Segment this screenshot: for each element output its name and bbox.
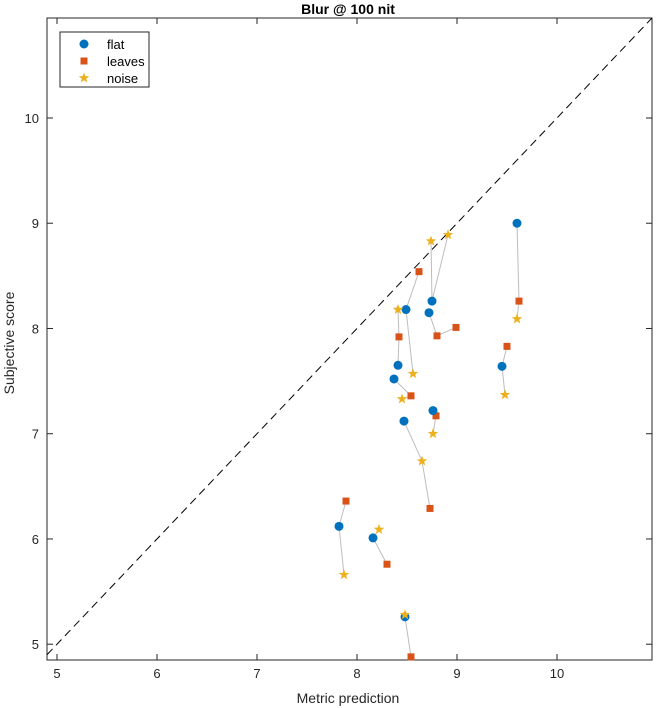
leaves-point <box>432 412 440 420</box>
identity-line <box>46 17 653 656</box>
leaves-point <box>407 392 415 400</box>
leaves-point <box>433 332 441 340</box>
legend-marker-leaves <box>80 57 88 65</box>
y-tick-label: 6 <box>32 532 39 547</box>
noise-point <box>425 235 437 246</box>
connector-line <box>403 420 423 462</box>
noise-point <box>442 229 454 240</box>
connector-line <box>405 309 414 374</box>
leaves-point <box>515 297 523 305</box>
y-tick-label: 10 <box>25 111 39 126</box>
noise-point <box>416 455 428 466</box>
flat-point <box>401 305 411 315</box>
chart-title: Blur @ 100 nit <box>301 1 395 17</box>
leaves-point <box>426 504 434 512</box>
leaves-point <box>342 497 350 505</box>
noise-point <box>396 393 408 404</box>
flat-point <box>399 416 409 426</box>
flat-point <box>512 218 522 228</box>
flat-point <box>424 308 434 318</box>
legend-marker-flat <box>79 39 89 49</box>
flat-point <box>393 360 403 370</box>
flat-point <box>334 521 344 531</box>
legend-label-noise: noise <box>107 71 138 86</box>
legend: flat leaves noise <box>59 31 150 88</box>
x-tick-label: 9 <box>453 666 460 681</box>
connector-line <box>338 526 345 575</box>
leaves-point <box>415 268 423 276</box>
connector-line <box>405 271 420 310</box>
noise-point <box>399 609 411 620</box>
y-tick-label: 8 <box>32 321 39 336</box>
legend-box <box>59 31 150 88</box>
leaves-point <box>452 323 460 331</box>
flat-point <box>427 296 437 306</box>
flat-point <box>389 374 399 384</box>
connector-line <box>397 309 400 337</box>
flat-point <box>428 406 438 416</box>
noise-point <box>499 389 511 400</box>
x-tick-label: 5 <box>53 666 60 681</box>
leaves-point <box>383 560 391 568</box>
connector-line <box>397 336 400 366</box>
connector-line <box>516 223 520 302</box>
y-tick-label: 9 <box>32 216 39 231</box>
connector-line <box>501 366 506 395</box>
plot-area: 5 6 7 8 9 10 5 6 7 8 9 10 <box>25 17 653 681</box>
y-tick-label: 7 <box>32 427 39 442</box>
x-tick-label: 7 <box>253 666 260 681</box>
noise-point <box>373 524 385 534</box>
legend-label-flat: flat <box>107 37 125 52</box>
x-axis-label: Metric prediction <box>297 690 400 706</box>
connector-line <box>404 616 412 657</box>
connector-line <box>430 241 433 302</box>
noise-point <box>427 428 439 439</box>
leaves-point <box>407 653 415 661</box>
leaves-point <box>395 333 403 341</box>
noise-point <box>338 569 350 580</box>
noise-point <box>511 313 523 324</box>
leaves-point <box>503 342 511 350</box>
connector-line <box>431 234 449 302</box>
connector-line <box>421 461 431 509</box>
noise-point <box>407 368 419 379</box>
flat-point <box>497 361 507 371</box>
flat-point <box>368 533 378 543</box>
connector-line <box>372 537 388 565</box>
noise-point <box>392 304 404 314</box>
legend-label-leaves: leaves <box>107 54 145 69</box>
y-axis-label: Subjective score <box>1 291 17 394</box>
plot-frame <box>46 17 653 661</box>
y-tick-label: 5 <box>32 637 39 652</box>
x-tick-label: 10 <box>550 666 564 681</box>
x-tick-label: 6 <box>153 666 160 681</box>
legend-marker-noise <box>78 72 90 83</box>
x-tick-label: 8 <box>353 666 360 681</box>
